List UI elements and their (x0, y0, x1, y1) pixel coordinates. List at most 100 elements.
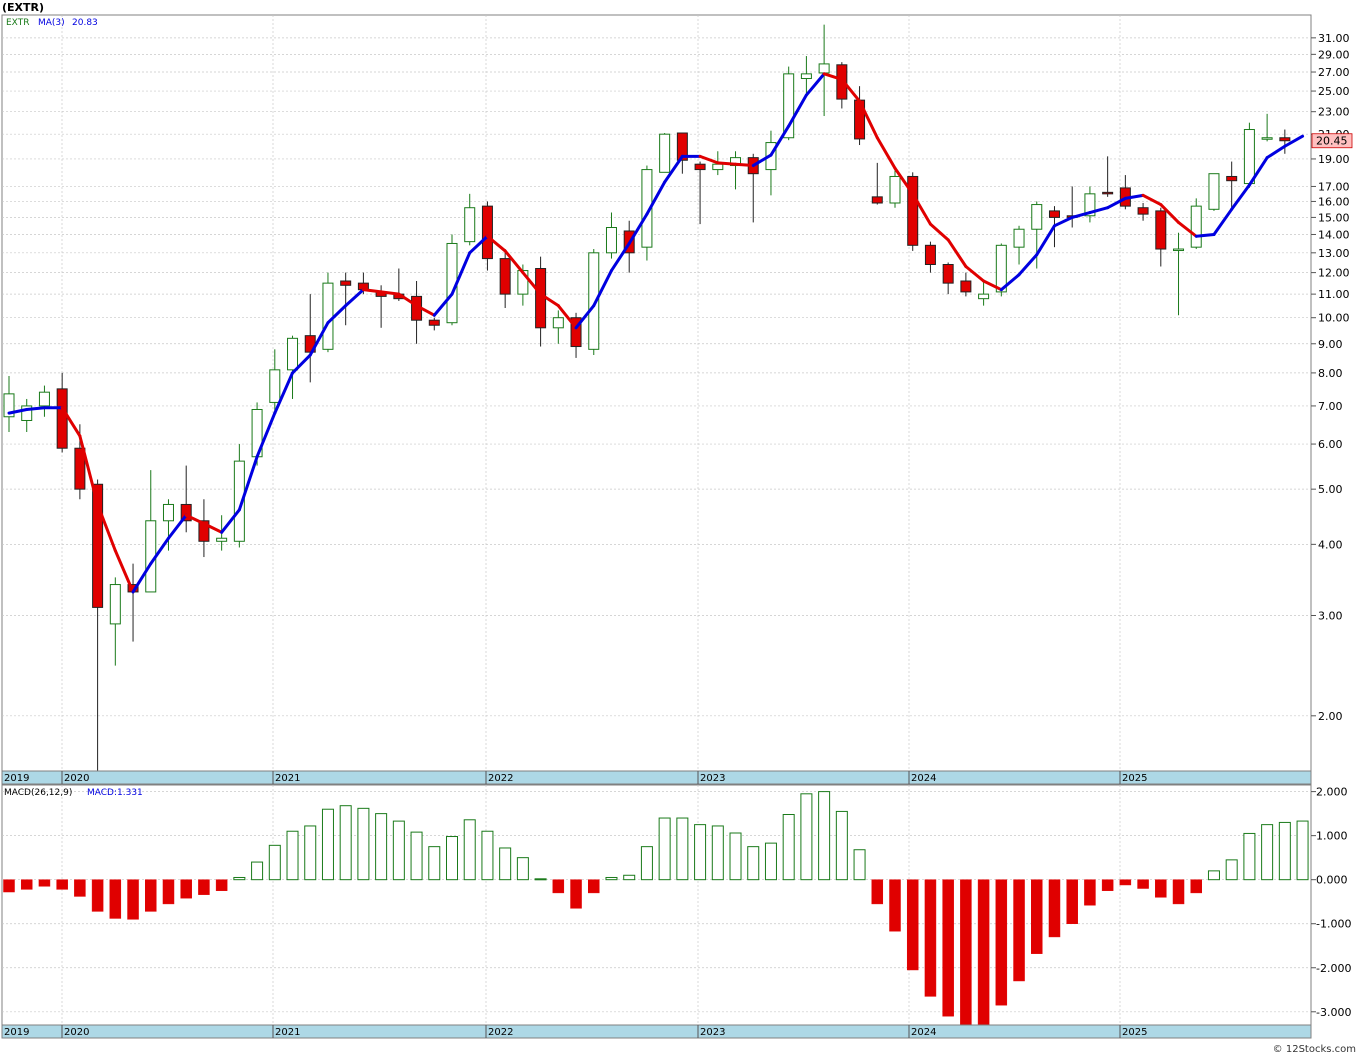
candle (836, 62, 848, 109)
ma-segment (1230, 183, 1251, 211)
candle-body-up (1261, 137, 1273, 140)
candle-body-up (1013, 228, 1025, 248)
price-y-axis: 2.00 3.00 4.00 5.00 6.00 7.00 8.00 9.00 10.00 11.… (1311, 32, 1350, 723)
ma-segment (184, 513, 206, 526)
y-tick-label: 16.00 (1318, 195, 1350, 208)
candle-body-up (995, 244, 1007, 293)
y-tick-label: 9.00 (1318, 338, 1343, 351)
y-tick-label: 3.00 (1318, 610, 1343, 623)
ma-segment (1017, 253, 1039, 277)
price-grid (2, 15, 1311, 771)
date-label: 2022 (488, 1027, 513, 1038)
ma-segment (787, 93, 808, 128)
macd-bar-positive (534, 878, 547, 881)
macd-bar-positive (446, 836, 458, 881)
candle-body-up (1190, 205, 1202, 248)
candle-body-down (92, 483, 104, 608)
macd-bar-negative (74, 879, 86, 897)
macd-bar-positive (304, 825, 317, 881)
macd-bar-positive (1243, 832, 1256, 881)
candle-body-down (428, 319, 440, 326)
macd-bar-positive (233, 876, 246, 881)
macd-bar-positive (1296, 820, 1309, 881)
candle (428, 317, 440, 331)
macd-bar-negative (38, 879, 51, 887)
macd-bar-positive (1278, 821, 1291, 881)
ma-segment (645, 180, 667, 216)
macd-bar-negative (215, 879, 228, 891)
candle-body-up (287, 337, 299, 371)
date-label: 2024 (911, 1027, 936, 1038)
candle-body-up (1243, 129, 1255, 185)
ma-segment (450, 251, 472, 296)
candle (56, 372, 68, 453)
macd-bar-negative (1155, 879, 1167, 898)
ma-segment (25, 406, 46, 411)
date-axis-labels-bottom: 2019 2020 2021 2022 2023 2024 2025 (4, 1025, 1147, 1038)
ma-segment (574, 304, 596, 330)
macd-bar-negative (127, 879, 139, 920)
macd-bar-positive (516, 857, 529, 881)
macd-bar-negative (942, 879, 954, 1017)
candle-body-up (38, 391, 50, 407)
macd-bar-negative (977, 879, 990, 1026)
ma-segment (1141, 193, 1163, 207)
candle-body-down (481, 205, 493, 260)
macd-bar-negative (588, 879, 600, 894)
y-tick-label: 10.00 (1318, 312, 1350, 325)
macd-bar-positive (428, 846, 441, 881)
y-tick-label: 29.00 (1318, 48, 1350, 61)
legend-ma-label: MA(3) (38, 18, 65, 28)
ma-segment (964, 264, 986, 283)
ma-segment (166, 513, 188, 540)
price-panel: 2.00 3.00 4.00 5.00 6.00 7.00 8.00 9.00 10.00 11.… (1, 14, 1353, 772)
macd-y-tick-label: -1.000 (1316, 918, 1351, 931)
candle (446, 234, 458, 326)
candle-body-up (552, 317, 564, 329)
y-tick-label: 23.00 (1318, 106, 1350, 119)
macd-label: MACD(26,12,9) (4, 788, 72, 798)
candle-body-down (74, 447, 86, 490)
macd-bar-negative (180, 879, 192, 899)
ma-segment (291, 353, 312, 375)
candle (570, 312, 582, 358)
candle (960, 272, 972, 297)
ma-line (7, 72, 1305, 594)
ma-segment (326, 304, 348, 325)
candle-body-up (889, 175, 901, 204)
legend-ma-value: 20.83 (72, 18, 98, 28)
y-tick-label: 27.00 (1318, 66, 1350, 79)
ma-segment (1070, 211, 1092, 219)
candle-body-up (800, 73, 812, 80)
macd-bar-positive (835, 810, 848, 881)
date-label: 2025 (1122, 773, 1147, 784)
candle-body-up (1208, 173, 1220, 210)
candle (322, 272, 334, 353)
candle (1137, 202, 1149, 221)
ma-segment (893, 166, 915, 196)
y-tick-label: 7.00 (1318, 400, 1343, 413)
candle-body-up (1031, 204, 1043, 230)
macd-y-tick-label: 0.000 (1316, 874, 1348, 887)
ma-segment (627, 212, 649, 245)
macd-bar-negative (1137, 879, 1149, 889)
ma-segment (1123, 193, 1145, 200)
candle (1013, 225, 1025, 265)
legend-symbol: EXTR (6, 18, 29, 28)
candle-body-up (322, 282, 334, 350)
macd-bar-positive (800, 793, 813, 881)
macd-bar-negative (1119, 879, 1132, 886)
candle (269, 349, 281, 414)
candle (1155, 207, 1167, 267)
candle (180, 465, 192, 533)
macd-bar-negative (198, 879, 210, 895)
macd-bar-negative (162, 879, 175, 905)
macd-bar-positive (410, 831, 423, 881)
macd-bar-negative (1084, 879, 1096, 906)
ma-segment (999, 273, 1021, 292)
candle-body-down (198, 520, 210, 542)
macd-bar-positive (481, 830, 494, 881)
macd-value: MACD:1.331 (87, 788, 143, 798)
ma-segment (663, 154, 684, 184)
ma-segment (149, 536, 170, 566)
